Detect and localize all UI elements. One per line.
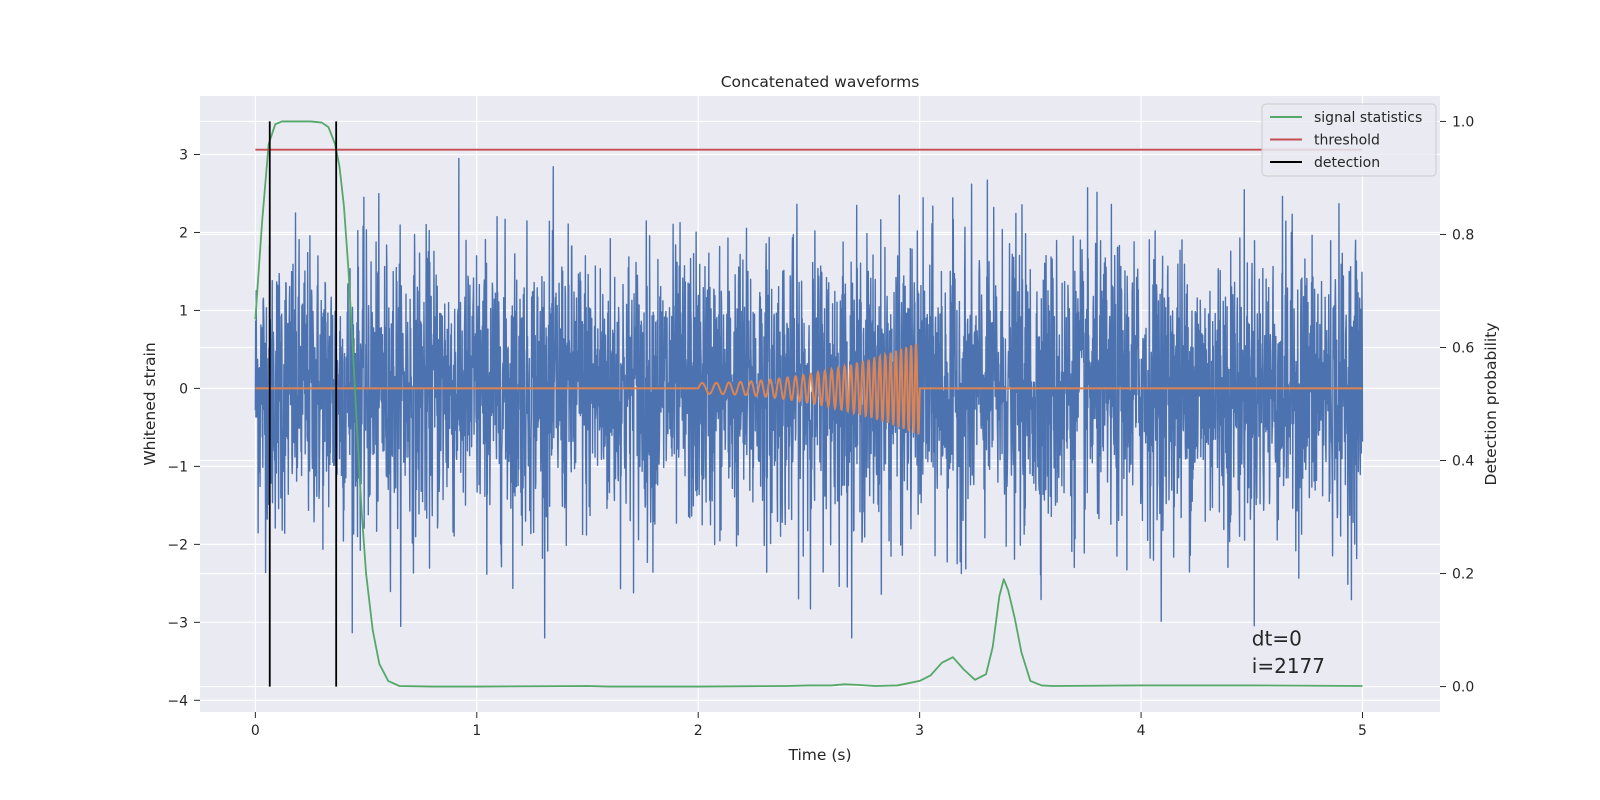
- x-tick-label: 2: [694, 723, 703, 739]
- y-tick-label-right: 0.0: [1452, 680, 1474, 696]
- y-tick-label-right: 0.6: [1452, 340, 1474, 356]
- y-tick-label-left: 1: [179, 303, 188, 319]
- y-tick-label-right: 1.0: [1452, 114, 1474, 130]
- y-axis-label-right: Detection probability: [1482, 323, 1500, 486]
- x-tick-label: 5: [1358, 723, 1367, 739]
- annotation-text: dt=0: [1252, 627, 1302, 651]
- legend-label: signal statistics: [1314, 110, 1422, 126]
- y-tick-label-left: −3: [167, 615, 188, 631]
- legend-label: threshold: [1314, 133, 1380, 149]
- y-tick-label-left: 0: [179, 381, 188, 397]
- legend-box: [1261, 103, 1437, 177]
- x-tick-label: 1: [472, 723, 481, 739]
- template-waveform-series: [255, 343, 1363, 435]
- x-tick-label: 4: [1137, 723, 1146, 739]
- x-tick-label: 3: [915, 723, 924, 739]
- y-tick-label-left: 3: [179, 147, 188, 163]
- chart-title: Concatenated waveforms: [721, 73, 920, 91]
- x-tick-label: 0: [251, 723, 260, 739]
- annotations: dt=0 i=2177: [1252, 627, 1325, 678]
- y-axis-label-left: Whitened strain: [141, 342, 159, 465]
- legend-label: detection: [1314, 155, 1380, 171]
- whitened-strain-series: [254, 157, 1364, 639]
- axis-ticks: 0 1 2 3 4 5 −4 −3 −2 −1 0 1 2 3 0.0 0.2 0.4 0.6 0.8 1.0: [167, 114, 1474, 739]
- series-layer: [254, 120, 1364, 688]
- y-tick-label-right: 0.2: [1452, 567, 1474, 583]
- y-tick-label-left: −4: [167, 693, 188, 709]
- y-tick-label-left: −2: [167, 537, 188, 553]
- y-tick-label-right: 0.8: [1452, 227, 1474, 243]
- y-tick-label-right: 0.4: [1452, 454, 1474, 470]
- y-tick-label-left: 2: [179, 225, 188, 241]
- y-tick-label-left: −1: [167, 459, 188, 475]
- annotation-text: i=2177: [1252, 654, 1325, 678]
- legend: signal statistics threshold detection: [1261, 103, 1437, 177]
- signal-statistics-line: [254, 120, 1363, 688]
- x-axis-label: Time (s): [787, 746, 851, 764]
